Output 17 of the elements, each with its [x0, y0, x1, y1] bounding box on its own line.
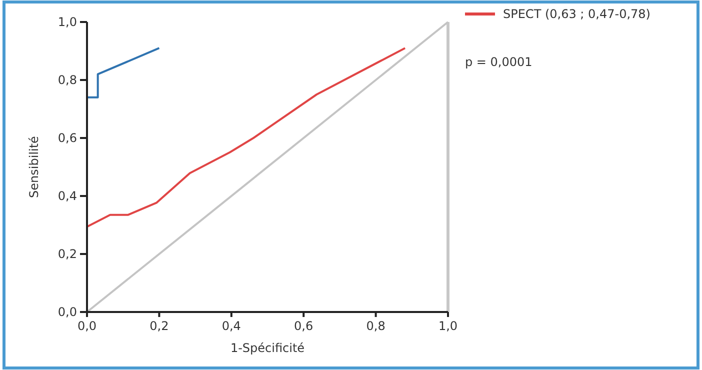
- line-series: [86, 47, 406, 228]
- y-axis-title: Sensibilité: [27, 136, 41, 198]
- x-tick-label: 0,8: [366, 319, 386, 333]
- text: p = 0,0001: [465, 55, 532, 69]
- x-tick-label: 1,0: [438, 319, 458, 333]
- y-tick-label: 0,8: [58, 73, 77, 87]
- x-tick-label: 0,2: [150, 319, 169, 333]
- y-tick-label: 0,6: [58, 131, 77, 145]
- y-tick-label: 0,4: [58, 189, 77, 203]
- y-tick-label: 0,0: [58, 305, 77, 319]
- legend-label: SPECT (0,63 ; 0,47-0,78): [503, 7, 650, 21]
- y-tick-label: 0,2: [58, 247, 77, 261]
- x-tick-label: 0,6: [294, 319, 314, 333]
- x-tick-label: 0,0: [77, 319, 97, 333]
- x-axis-title: 1-Spécificité: [230, 341, 305, 355]
- y-tick-label: 1,0: [58, 15, 77, 29]
- x-tick-label: 0,4: [222, 319, 241, 333]
